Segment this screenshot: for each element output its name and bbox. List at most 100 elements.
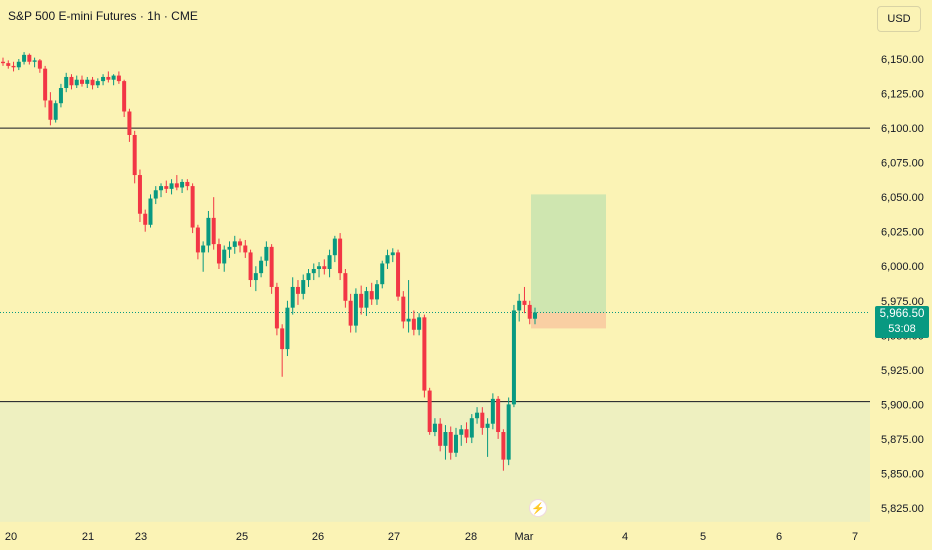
candle-body: [490, 398, 495, 424]
last-price-badge: 5,966.50 53:08: [875, 306, 929, 338]
candle-body: [185, 181, 190, 187]
candle-body: [353, 293, 358, 326]
candle-body: [174, 183, 179, 188]
candle-body: [32, 60, 37, 62]
candle-body: [290, 286, 295, 308]
candle-body: [190, 186, 195, 228]
x-tick-label: 27: [388, 531, 400, 543]
candle-body: [390, 252, 395, 256]
candle-body: [448, 432, 453, 453]
candle-body: [280, 328, 285, 350]
candle-body: [27, 54, 32, 62]
candle-body: [522, 300, 527, 305]
candle-body: [338, 238, 343, 274]
candle-body: [127, 111, 132, 135]
candle-body: [1, 61, 5, 64]
candle-body: [496, 398, 501, 433]
target-zone: [531, 194, 606, 313]
candle-body: [95, 81, 100, 86]
candle-body: [485, 423, 490, 428]
stop-zone: [531, 312, 606, 329]
candle-body: [6, 63, 11, 66]
x-tick-label: 23: [135, 531, 147, 543]
x-tick-label: 6: [776, 531, 782, 543]
candle-body: [332, 238, 337, 256]
candle-body: [211, 217, 216, 245]
candle-body: [90, 79, 95, 86]
candle-body: [527, 304, 532, 319]
bar-countdown: 53:08: [888, 323, 916, 335]
currency-button[interactable]: USD: [877, 6, 921, 32]
candle-body: [322, 266, 327, 269]
candle-body: [380, 263, 385, 285]
candle-body: [306, 273, 311, 281]
candle-body: [159, 186, 164, 191]
x-tick-label: 20: [5, 531, 17, 543]
x-tick-label: 25: [236, 531, 248, 543]
y-tick-label: 5,975.00: [881, 296, 924, 308]
candle-body: [411, 318, 416, 330]
candle-body: [248, 252, 253, 281]
candle-body: [238, 241, 243, 246]
candle-body: [396, 252, 401, 297]
candle-body: [85, 79, 90, 84]
candle-body: [201, 245, 206, 253]
lightning-bolt-icon[interactable]: ⚡: [529, 499, 547, 517]
candle-body: [385, 255, 390, 264]
candle-body: [295, 286, 300, 294]
candle-body: [116, 75, 121, 82]
y-tick-label: 6,100.00: [881, 123, 924, 135]
candle-body: [53, 103, 58, 120]
candle-body: [517, 300, 522, 311]
y-tick-label: 5,825.00: [881, 503, 924, 515]
candle-body: [417, 317, 422, 330]
candle-body: [74, 79, 79, 86]
candle-body: [401, 296, 406, 322]
candle-body: [464, 429, 469, 438]
candle-body: [533, 312, 537, 319]
y-tick-label: 6,025.00: [881, 227, 924, 239]
candle-body: [264, 246, 269, 261]
candle-body: [106, 76, 111, 80]
candle-body: [111, 75, 116, 80]
y-tick-label: 6,000.00: [881, 261, 924, 273]
candle-body: [285, 307, 290, 350]
candle-body: [480, 412, 485, 428]
candle-body: [274, 286, 279, 329]
candle-body: [327, 255, 332, 269]
y-tick-label: 5,925.00: [881, 365, 924, 377]
y-tick-label: 5,850.00: [881, 468, 924, 480]
y-tick-label: 6,150.00: [881, 54, 924, 66]
candle-body: [195, 227, 200, 253]
candle-body: [69, 76, 74, 86]
candle-body: [180, 181, 185, 188]
candle-body: [122, 81, 127, 112]
x-tick-label: 7: [852, 531, 858, 543]
candle-body: [359, 293, 364, 308]
candle-body: [243, 245, 248, 253]
candle-body: [143, 213, 148, 225]
candle-body: [374, 284, 379, 300]
candle-body: [459, 429, 464, 435]
x-tick-label: Mar: [515, 531, 534, 543]
candle-body: [164, 186, 169, 189]
candle-body: [80, 79, 85, 84]
candle-body: [348, 300, 353, 326]
candle-body: [222, 249, 227, 264]
candle-body: [64, 76, 69, 89]
candle-body: [432, 423, 437, 433]
candle-body: [406, 318, 411, 322]
y-tick-label: 6,125.00: [881, 89, 924, 101]
candle-body: [227, 246, 232, 250]
candle-body: [506, 404, 511, 460]
candle-body: [475, 412, 480, 419]
candle-body: [269, 246, 274, 287]
candle-body: [453, 434, 458, 453]
x-tick-label: 21: [82, 531, 94, 543]
x-tick-label: 4: [622, 531, 628, 543]
candle-body: [48, 100, 53, 120]
candle-body: [132, 134, 137, 176]
y-tick-label: 6,050.00: [881, 192, 924, 204]
candle-body: [153, 190, 158, 199]
